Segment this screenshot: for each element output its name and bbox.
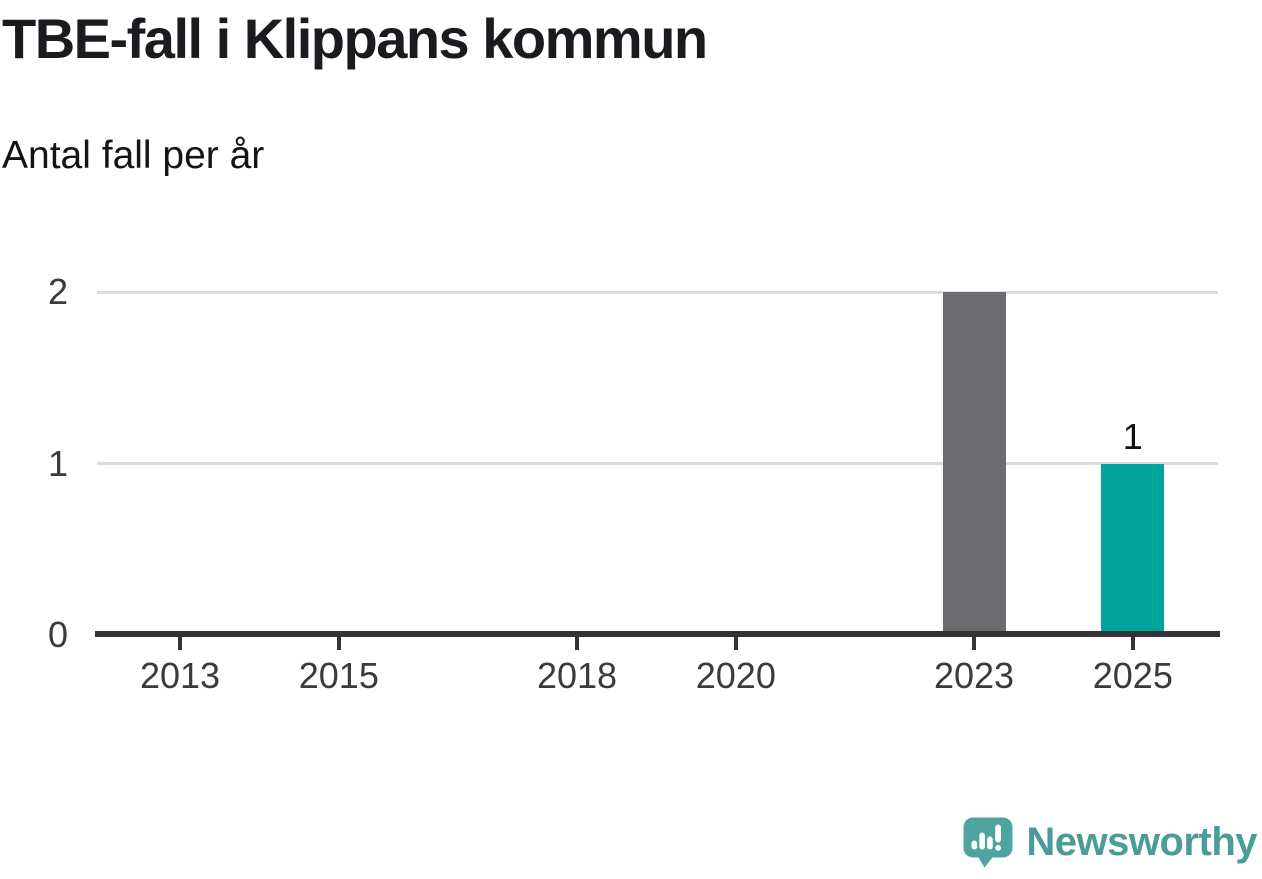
x-tick-label: 2018 [536,655,618,696]
x-tick-mark [178,636,182,650]
x-tick-label: 2025 [1092,655,1173,696]
bar-2025 [1101,463,1165,631]
newsworthy-logo: Newsworthy [962,816,1257,868]
y-tick-label: 2 [47,271,68,312]
newsworthy-logo-text: Newsworthy [1026,819,1257,864]
x-tick-label: 2023 [933,655,1015,696]
chart-subtitle: Antal fall per år [2,134,265,177]
y-gridline [97,462,1218,465]
y-tick-label: 1 [47,442,68,484]
x-tick-mark [972,636,976,650]
x-tick-mark [336,636,341,650]
bar-value-label: 1 [1122,415,1143,457]
x-tick-label: 2020 [695,655,776,696]
x-tick-label: 2013 [139,655,221,696]
newsworthy-logo-icon [963,817,1013,868]
chart-title: TBE-fall i Klippans kommun [2,7,708,70]
bar-2023 [942,292,1006,631]
x-tick-label: 2015 [298,655,379,696]
x-tick-mark [575,636,579,650]
y-tick-label: 0 [47,614,68,655]
y-gridline [97,290,1218,294]
x-axis-line [95,631,1220,637]
x-tick-mark [1130,636,1135,650]
x-tick-mark [733,636,738,650]
